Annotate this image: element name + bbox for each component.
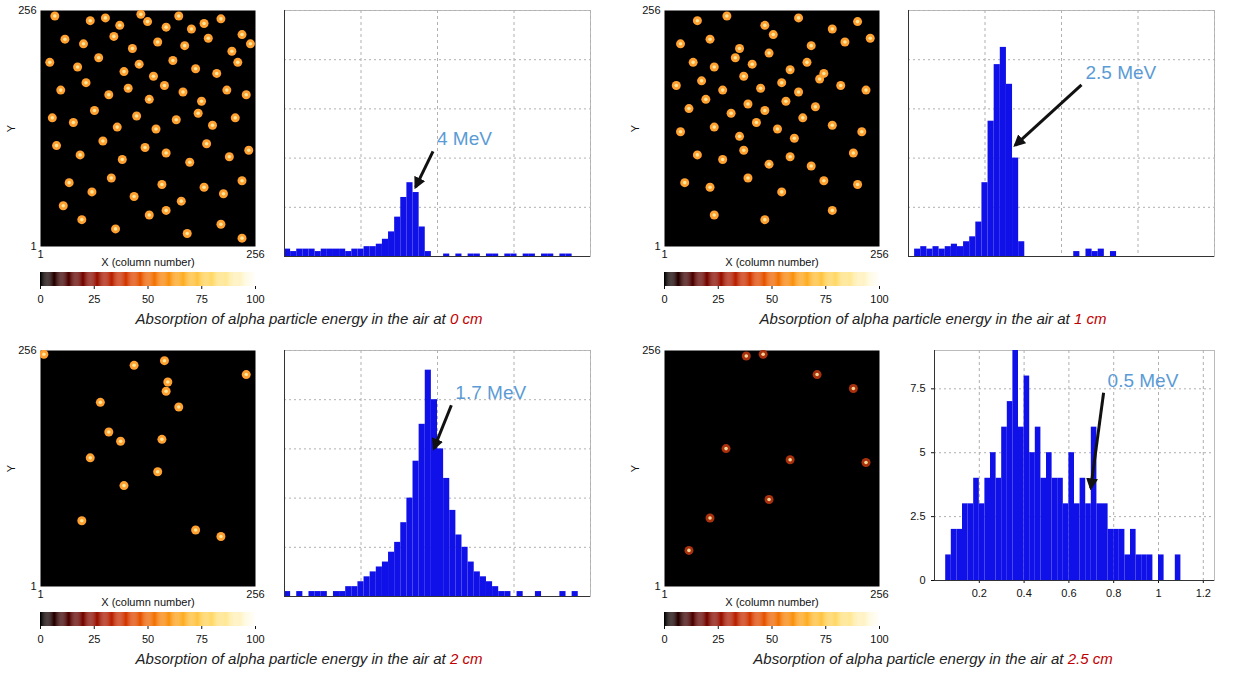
- svg-text:0: 0: [37, 293, 43, 304]
- svg-text:75: 75: [820, 293, 832, 304]
- svg-text:0: 0: [661, 633, 667, 644]
- svg-text:75: 75: [196, 633, 208, 644]
- svg-text:Y: Y: [5, 464, 17, 472]
- svg-text:0: 0: [661, 293, 667, 304]
- html-text:Absorption of alpha particle e: Absorption of alpha particle energy in t…: [753, 650, 1113, 667]
- svg-text:Y: Y: [5, 124, 17, 132]
- svg-text:50: 50: [766, 633, 778, 644]
- svg-text:1.2: 1.2: [1196, 587, 1211, 599]
- svg-text:256: 256: [18, 344, 36, 356]
- html-text:Absorption of alpha particle e: Absorption of alpha particle energy in t…: [135, 310, 483, 327]
- svg-text:Y: Y: [629, 464, 641, 472]
- svg-text:50: 50: [766, 293, 778, 304]
- svg-text:100: 100: [870, 293, 888, 304]
- svg-text:1: 1: [30, 580, 36, 592]
- svg-text:75: 75: [820, 633, 832, 644]
- svg-text:1: 1: [1155, 587, 1161, 599]
- svg-text:100: 100: [870, 633, 888, 644]
- svg-text:256: 256: [642, 344, 660, 356]
- svg-text:25: 25: [712, 293, 724, 304]
- svg-text:50: 50: [142, 633, 154, 644]
- svg-text:7.5: 7.5: [910, 382, 925, 394]
- svg-text:Y: Y: [629, 124, 641, 132]
- svg-text:100: 100: [246, 293, 264, 304]
- svg-text:0.5 MeV: 0.5 MeV: [1108, 370, 1179, 391]
- svg-text:1: 1: [661, 248, 667, 260]
- svg-text:256: 256: [870, 588, 888, 600]
- svg-text:X (column number): X (column number): [101, 256, 195, 268]
- svg-text:0: 0: [919, 574, 925, 586]
- svg-text:256: 256: [246, 588, 264, 600]
- svg-text:1: 1: [37, 248, 43, 260]
- svg-text:75: 75: [196, 293, 208, 304]
- svg-text:2.5 MeV: 2.5 MeV: [1085, 62, 1156, 83]
- svg-text:1: 1: [30, 240, 36, 252]
- svg-text:256: 256: [870, 248, 888, 260]
- svg-text:256: 256: [18, 4, 36, 16]
- svg-text:5: 5: [919, 446, 925, 458]
- svg-text:X (column number): X (column number): [725, 596, 819, 608]
- svg-text:0.4: 0.4: [1016, 587, 1031, 599]
- svg-text:2.5: 2.5: [910, 510, 925, 522]
- svg-text:0.8: 0.8: [1106, 587, 1121, 599]
- svg-text:25: 25: [88, 633, 100, 644]
- svg-text:50: 50: [142, 293, 154, 304]
- svg-text:256: 256: [246, 248, 264, 260]
- svg-text:X (column number): X (column number): [725, 256, 819, 268]
- html-text:Absorption of alpha particle e: Absorption of alpha particle energy in t…: [135, 650, 483, 667]
- svg-text:X (column number): X (column number): [101, 596, 195, 608]
- svg-text:25: 25: [88, 293, 100, 304]
- svg-text:100: 100: [246, 633, 264, 644]
- svg-text:1.7 MeV: 1.7 MeV: [455, 382, 526, 403]
- svg-text:1: 1: [654, 240, 660, 252]
- svg-text:4 MeV: 4 MeV: [437, 128, 492, 149]
- html-text:Absorption of alpha particle e: Absorption of alpha particle energy in t…: [759, 310, 1107, 327]
- svg-text:0.2: 0.2: [972, 587, 987, 599]
- svg-text:1: 1: [661, 588, 667, 600]
- svg-text:0.6: 0.6: [1061, 587, 1076, 599]
- svg-text:256: 256: [642, 4, 660, 16]
- svg-text:1: 1: [654, 580, 660, 592]
- svg-text:0: 0: [37, 633, 43, 644]
- svg-text:1: 1: [37, 588, 43, 600]
- svg-text:25: 25: [712, 633, 724, 644]
